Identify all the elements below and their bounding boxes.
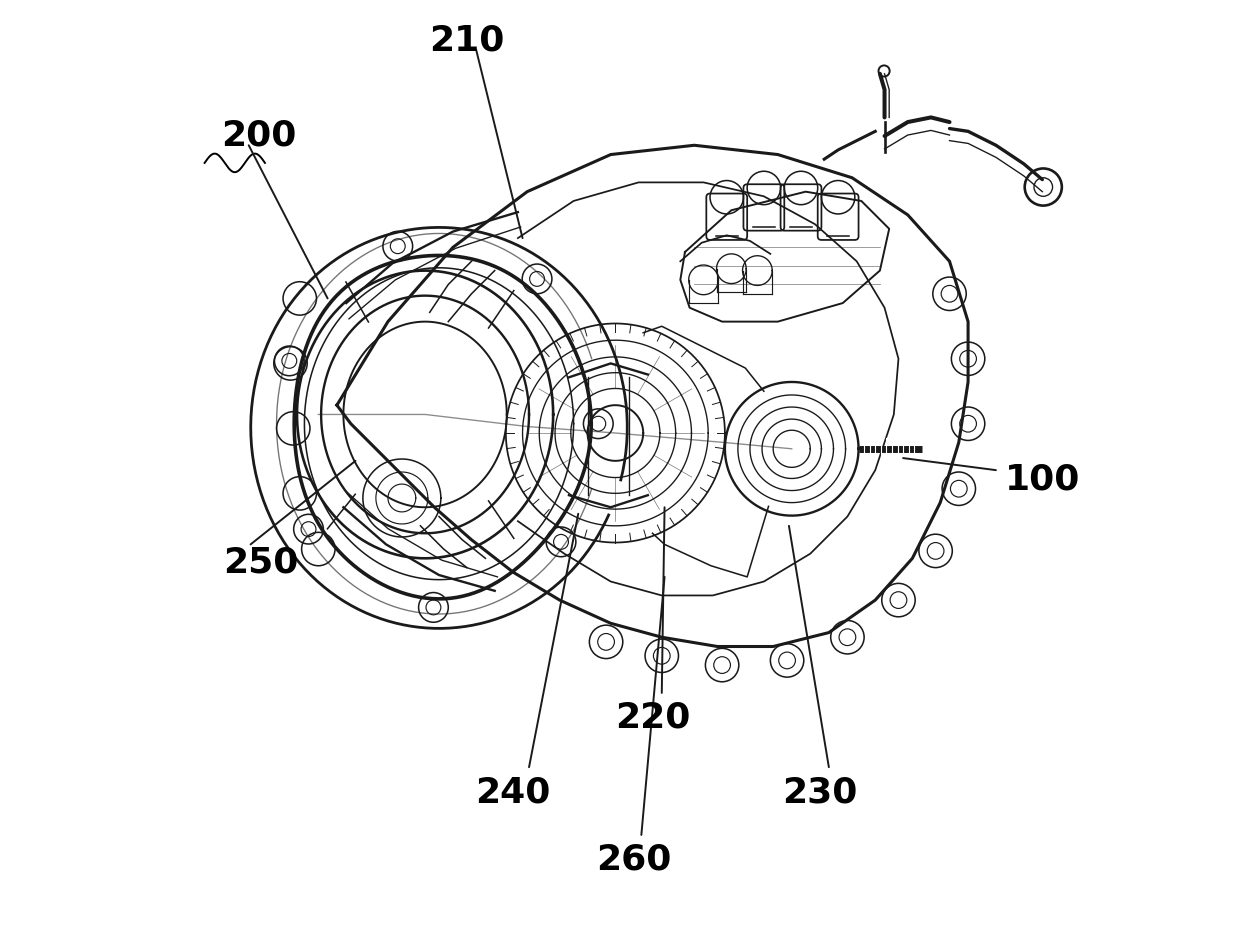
Text: 100: 100 xyxy=(1006,463,1080,496)
Text: 220: 220 xyxy=(615,701,691,735)
Text: 210: 210 xyxy=(429,23,505,58)
Text: 240: 240 xyxy=(476,776,551,809)
Text: 200: 200 xyxy=(221,119,296,153)
Text: 250: 250 xyxy=(223,546,298,580)
Text: 260: 260 xyxy=(596,843,672,877)
Text: 230: 230 xyxy=(782,776,857,809)
